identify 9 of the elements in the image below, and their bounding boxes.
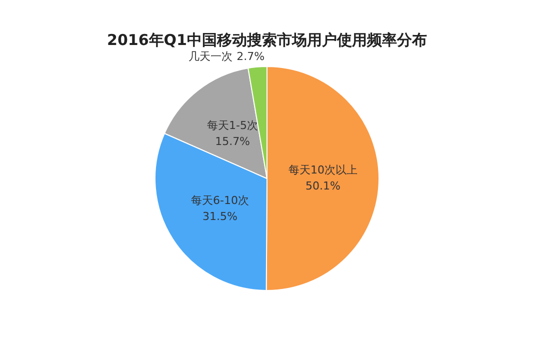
data-label: 50.1% — [306, 180, 340, 193]
data-label: 31.5% — [202, 210, 238, 223]
slice-label: 每天6-10次 — [191, 194, 249, 207]
data-label: 15.7% — [215, 135, 250, 148]
slice-label: 每天10次以上 — [288, 164, 358, 177]
slice-label: 几天一次 — [188, 50, 233, 63]
chart-title: 2016年Q1中国移动搜索市场用户使用频率分布 — [107, 30, 427, 49]
data-label: 2.7% — [236, 50, 265, 63]
slice-label: 每天1-5次 — [207, 119, 258, 132]
